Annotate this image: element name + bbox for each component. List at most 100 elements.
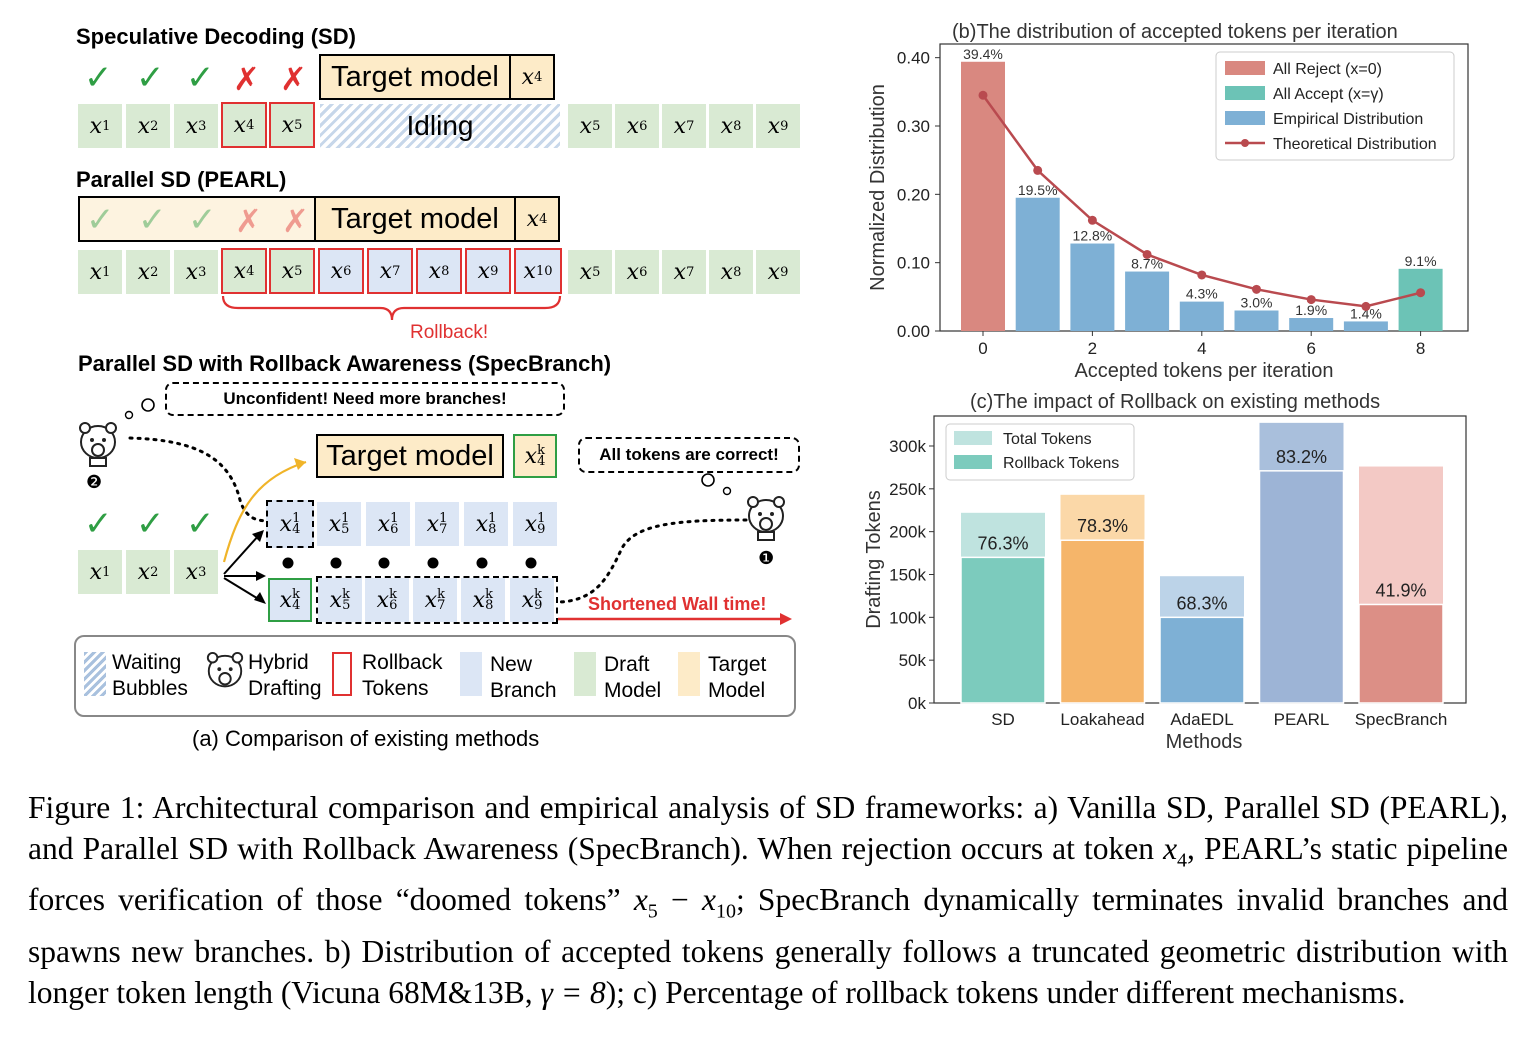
y-tick-label: 0.20 — [897, 185, 930, 204]
rollback-tokens-bar — [1258, 470, 1345, 704]
x-tick-label: PEARL — [1274, 710, 1330, 729]
y-tick-label: 50k — [899, 651, 927, 670]
y-tick-label: 300k — [889, 437, 926, 456]
idling-label: Idling — [406, 110, 474, 141]
accept-check-icon: ✓ — [86, 201, 115, 239]
bar-value-label: 19.5% — [1018, 182, 1058, 198]
specbranch-title: Parallel SD with Rollback Awareness (Spe… — [78, 351, 612, 376]
y-tick-label: 0.40 — [897, 49, 930, 68]
x-tick-label: SpecBranch — [1355, 710, 1448, 729]
theoretical-point — [978, 90, 988, 100]
panel-a-caption: (a) Comparison of existing methods — [192, 726, 540, 751]
bar — [1125, 271, 1170, 331]
rollback-tokens-bar — [960, 556, 1046, 704]
bar — [1070, 243, 1115, 331]
y-axis-label: Drafting Tokens — [863, 490, 885, 629]
rollback-tokens-bar — [1059, 539, 1146, 704]
percent-label: 41.9% — [1375, 580, 1426, 600]
bar — [1179, 301, 1224, 331]
accept-check-icon: ✓ — [136, 505, 165, 543]
reject-cross-icon: ✗ — [282, 203, 309, 239]
sd-title: Speculative Decoding (SD) — [76, 24, 356, 49]
bar-value-label: 12.8% — [1073, 228, 1113, 244]
hybrid-drafting-mascot-icon — [79, 422, 117, 467]
bar-value-label: 1.4% — [1350, 305, 1382, 321]
theoretical-point — [1033, 165, 1043, 175]
thought-dots-icon — [701, 473, 732, 496]
theoretical-point — [1306, 295, 1316, 305]
shortened-arrow — [558, 613, 792, 625]
theoretical-point — [1252, 284, 1261, 294]
chart-b-title: (b)The distribution of accepted tokens p… — [952, 21, 1398, 43]
chart-c-title: (c)The impact of Rollback on existing me… — [970, 391, 1381, 413]
legend-box — [74, 635, 796, 717]
legend-label: Theoretical Distribution — [1273, 136, 1437, 153]
rollback-token: x 10 — [514, 248, 562, 294]
legend-newbranch-swatch — [460, 652, 482, 696]
legend-box — [945, 423, 1135, 481]
bar-value-label: 8.7% — [1131, 256, 1163, 272]
step-1-marker: ❶ — [758, 548, 775, 568]
y-tick-label: 0.30 — [897, 117, 930, 136]
legend-target-swatch — [678, 652, 700, 696]
x-tick-label: 8 — [1416, 339, 1425, 358]
figure-caption: Figure 1: Architectural comparison and e… — [28, 790, 1508, 1010]
percent-label: 78.3% — [1077, 516, 1128, 536]
reject-cross-icon: ✗ — [233, 61, 260, 97]
bar — [1234, 310, 1279, 331]
bar — [961, 61, 1005, 332]
accept-check-icon: ✓ — [188, 201, 217, 239]
rollback-tokens-bar — [1159, 616, 1245, 704]
x-tick-label: 4 — [1197, 339, 1206, 358]
legend-marker — [1241, 139, 1249, 147]
branch-k-dashed-group — [316, 576, 558, 624]
bar-value-label: 9.1% — [1405, 253, 1437, 269]
y-tick-label: 0.10 — [897, 254, 930, 273]
legend-target: Target Model — [708, 653, 767, 702]
legend-swatch — [954, 431, 992, 445]
legend-waiting-swatch — [84, 652, 106, 696]
x-tick-label: 0 — [978, 339, 987, 358]
legend-hybrid-mascot-icon — [206, 651, 244, 688]
y-tick-label: 100k — [889, 608, 926, 627]
bar — [1289, 318, 1334, 331]
idling-bubble: Idling — [320, 104, 560, 148]
bar-value-label: 39.4% — [963, 46, 1003, 62]
theoretical-point — [1361, 301, 1371, 311]
reject-cross-icon: ✗ — [235, 203, 262, 239]
theoretical-point — [1142, 249, 1152, 259]
theoretical-point — [1087, 215, 1097, 225]
all-correct-bubble: All tokens are correct! — [578, 437, 800, 473]
bar — [1398, 268, 1443, 331]
